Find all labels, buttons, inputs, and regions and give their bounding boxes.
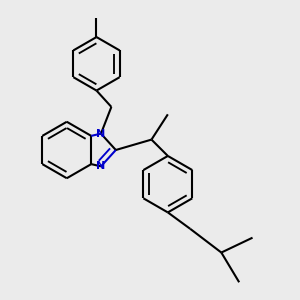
Text: N: N [96, 161, 106, 171]
Text: N: N [96, 129, 106, 139]
